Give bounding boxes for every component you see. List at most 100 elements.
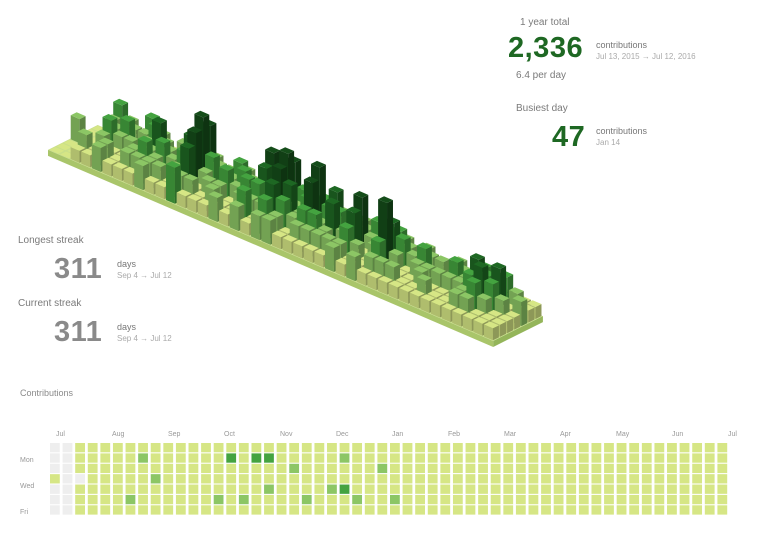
calendar-day[interactable] [50,453,60,463]
calendar-day[interactable] [578,494,589,505]
calendar-day[interactable] [339,463,350,474]
iso-day-bar[interactable] [261,213,277,245]
calendar-day[interactable] [213,453,224,463]
calendar-day[interactable] [553,474,564,484]
calendar-day[interactable] [364,443,375,453]
calendar-day[interactable] [591,453,602,463]
calendar-day[interactable] [238,443,249,453]
calendar-day[interactable] [112,484,123,494]
calendar-day[interactable] [541,463,551,474]
calendar-day[interactable] [314,505,325,515]
calendar-day[interactable] [276,484,287,494]
calendar-day[interactable] [679,505,690,515]
calendar-day[interactable] [478,453,488,463]
calendar-day[interactable] [528,463,539,474]
calendar-day[interactable] [591,484,602,494]
calendar-day[interactable] [276,463,287,474]
calendar-day[interactable] [566,443,577,453]
calendar-day[interactable] [566,505,577,515]
calendar-day[interactable] [465,463,476,474]
calendar-day[interactable] [528,494,539,505]
calendar-day[interactable] [528,505,539,515]
calendar-day[interactable] [377,443,388,453]
calendar-day[interactable] [352,463,363,474]
calendar-day[interactable] [226,484,237,494]
calendar-day[interactable] [667,484,677,494]
calendar-day[interactable] [251,453,262,463]
calendar-day[interactable] [100,484,111,494]
calendar-day[interactable] [503,505,514,515]
calendar-day[interactable] [112,474,123,484]
calendar-day[interactable] [138,474,148,484]
calendar-day[interactable] [150,443,161,453]
calendar-day[interactable] [717,453,728,463]
calendar-day[interactable] [390,505,400,515]
calendar-day[interactable] [150,494,161,505]
calendar-day[interactable] [616,443,627,453]
calendar-day[interactable] [679,484,690,494]
calendar-day[interactable] [301,484,312,494]
calendar-day[interactable] [654,484,665,494]
calendar-day[interactable] [75,505,85,515]
calendar-day[interactable] [327,494,337,505]
calendar-day[interactable] [327,484,337,494]
calendar-day[interactable] [452,463,463,474]
calendar-day[interactable] [566,494,577,505]
calendar-day[interactable] [692,494,703,505]
calendar-day[interactable] [440,463,451,474]
calendar-day[interactable] [717,494,728,505]
calendar-day[interactable] [327,505,337,515]
calendar-day[interactable] [289,443,300,453]
calendar-day[interactable] [553,453,564,463]
calendar-day[interactable] [402,505,413,515]
calendar-day[interactable] [604,443,614,453]
calendar-day[interactable] [641,484,652,494]
calendar-day[interactable] [490,494,501,505]
calendar-day[interactable] [553,505,564,515]
calendar-day[interactable] [390,463,400,474]
calendar-day[interactable] [452,484,463,494]
calendar-day[interactable] [213,484,224,494]
calendar-day[interactable] [503,494,514,505]
calendar-day[interactable] [629,453,640,463]
calendar-day[interactable] [251,494,262,505]
calendar-day[interactable] [704,463,715,474]
calendar-day[interactable] [125,463,136,474]
calendar-day[interactable] [75,474,85,484]
calendar-day[interactable] [553,463,564,474]
calendar-day[interactable] [352,484,363,494]
calendar-day[interactable] [390,484,400,494]
calendar-day[interactable] [50,474,60,484]
calendar-day[interactable] [62,463,73,474]
calendar-day[interactable] [112,494,123,505]
calendar-day[interactable] [251,474,262,484]
calendar-day[interactable] [339,474,350,484]
calendar-day[interactable] [150,474,161,484]
calendar-day[interactable] [654,453,665,463]
calendar-day[interactable] [87,443,98,453]
calendar-day[interactable] [301,474,312,484]
calendar-day[interactable] [679,474,690,484]
calendar-day[interactable] [188,494,199,505]
calendar-day[interactable] [238,453,249,463]
calendar-day[interactable] [452,474,463,484]
calendar-day[interactable] [629,443,640,453]
calendar-day[interactable] [62,443,73,453]
calendar-day[interactable] [50,484,60,494]
calendar-day[interactable] [452,505,463,515]
calendar-day[interactable] [314,474,325,484]
calendar-day[interactable] [591,463,602,474]
calendar-day[interactable] [301,463,312,474]
calendar-day[interactable] [541,494,551,505]
calendar-day[interactable] [138,505,148,515]
calendar-day[interactable] [226,453,237,463]
calendar-day[interactable] [440,453,451,463]
calendar-day[interactable] [427,505,438,515]
calendar-day[interactable] [339,505,350,515]
calendar-day[interactable] [339,443,350,453]
calendar-day[interactable] [62,505,73,515]
calendar-day[interactable] [364,494,375,505]
calendar-day[interactable] [692,443,703,453]
calendar-day[interactable] [264,505,274,515]
calendar-day[interactable] [591,443,602,453]
